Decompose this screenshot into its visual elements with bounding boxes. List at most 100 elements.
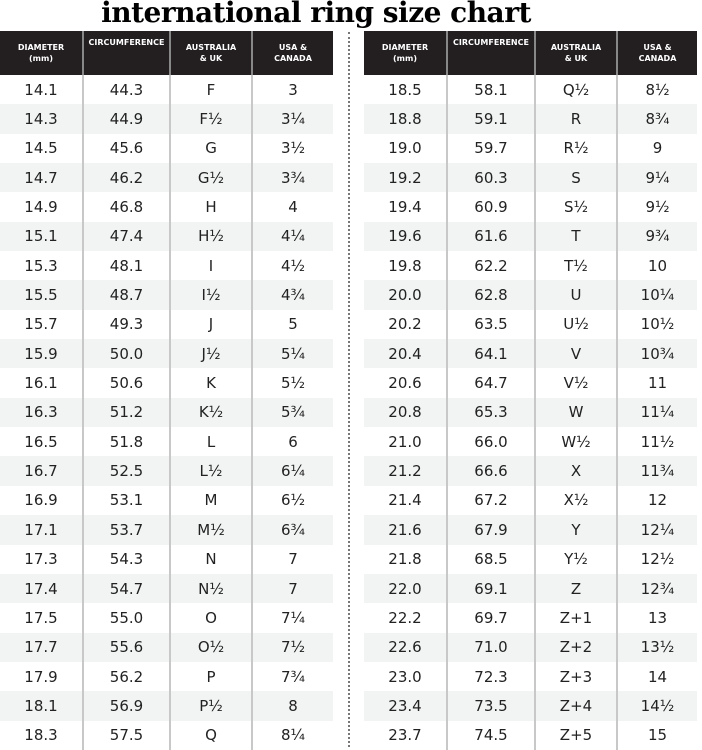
cell-usa-canada: 12¼ — [616, 515, 697, 545]
cell-australia-uk: U — [534, 280, 617, 310]
cell-diameter: 17.3 — [24, 550, 58, 569]
cell-diameter: 20.0 — [364, 280, 447, 310]
table-row: 20.8 65.3 W 11¼ — [364, 397, 697, 428]
cell-circumference: 63.5 — [446, 309, 535, 340]
cell-usa-canada: 10¾ — [616, 339, 697, 369]
cell-circumference: 53.7 — [82, 515, 170, 545]
table-row: 22.2 69.7 Z+1 13 — [364, 603, 697, 633]
cell-diameter: 20.6 — [388, 374, 422, 393]
cell-australia-uk: U½ — [534, 309, 617, 340]
table-row: 22.0 69.1 Z 12¾ — [364, 573, 697, 604]
cell-australia-uk: R — [534, 104, 617, 134]
table-row: 23.0 72.3 Z+3 14 — [364, 661, 697, 692]
cell-diameter: 19.4 — [388, 198, 422, 217]
cell-australia-uk: W — [534, 397, 617, 428]
cell-usa-canada: 3¼ — [251, 104, 333, 134]
cell-australia-uk: V½ — [534, 368, 617, 398]
cell-circumference: 68.5 — [446, 544, 535, 574]
cell-australia-uk: S½ — [534, 192, 617, 222]
cell-diameter: 22.0 — [364, 573, 447, 604]
cell-usa-canada: 4¼ — [251, 221, 333, 252]
table-row: 22.6 71.0 Z+2 13½ — [364, 632, 697, 662]
cell-australia-uk: X — [534, 456, 617, 486]
cell-diameter: 16.3 — [0, 397, 83, 428]
cell-usa-canada: 11½ — [616, 427, 697, 457]
cell-australia-uk: G — [169, 133, 252, 164]
cell-circumference: 49.3 — [82, 309, 170, 340]
cell-diameter: 21.4 — [388, 491, 422, 510]
header-row: DIAMETER (mm) CIRCUMFERENCE AUSTRALIA & UK… — [364, 31, 697, 75]
cell-usa-canada: 14½ — [616, 691, 697, 721]
cell-usa-canada: 9 — [616, 133, 697, 164]
header-australia-uk: AUSTRALIA & UK — [534, 31, 617, 75]
cell-usa-canada: 11¾ — [616, 456, 697, 486]
table-row: 18.1 56.9 P½ 8 — [0, 691, 333, 721]
cell-australia-uk: T½ — [534, 251, 617, 281]
cell-usa-canada: 10¼ — [616, 280, 697, 310]
cell-australia-uk: I½ — [169, 280, 252, 310]
cell-usa-canada: 8¼ — [251, 720, 333, 750]
cell-circumference: 65.3 — [446, 397, 535, 428]
header-circumference: CIRCUMFERENCE — [446, 31, 535, 75]
cell-usa-canada: 8 — [251, 691, 333, 721]
cell-australia-uk: V — [534, 339, 617, 369]
table-row: 20.2 63.5 U½ 10½ — [364, 309, 697, 340]
table-row: 14.7 46.2 G½ 3¾ — [0, 163, 333, 193]
cell-diameter: 15.1 — [0, 221, 83, 252]
cell-circumference: 59.1 — [446, 104, 535, 134]
cell-circumference: 54.3 — [82, 544, 170, 574]
cell-usa-canada: 3½ — [251, 133, 333, 164]
cell-diameter: 19.0 — [388, 139, 422, 158]
cell-circumference: 69.1 — [446, 573, 535, 604]
header-diameter: DIAMETER (mm) — [364, 31, 447, 75]
cell-australia-uk: N — [169, 544, 252, 574]
cell-diameter: 20.4 — [364, 339, 447, 369]
table-row: 16.3 51.2 K½ 5¾ — [0, 397, 333, 428]
cell-circumference: 64.1 — [446, 339, 535, 369]
table-row: 21.0 66.0 W½ 11½ — [364, 427, 697, 457]
table-row: 14.3 44.9 F½ 3¼ — [0, 104, 333, 134]
cell-circumference: 55.6 — [82, 632, 170, 662]
cell-australia-uk: Q½ — [534, 75, 617, 105]
cell-usa-canada: 10 — [616, 251, 697, 281]
cell-diameter: 18.5 — [388, 80, 422, 99]
cell-circumference: 48.1 — [82, 251, 170, 281]
cell-australia-uk: X½ — [534, 485, 617, 516]
table-row: 17.1 53.7 M½ 6¾ — [0, 515, 333, 545]
cell-diameter: 15.7 — [24, 315, 58, 334]
cell-diameter: 23.4 — [364, 691, 447, 721]
cell-circumference: 57.5 — [82, 720, 170, 750]
cell-diameter: 17.4 — [0, 573, 83, 604]
cell-circumference: 50.6 — [82, 368, 170, 398]
cell-circumference: 46.2 — [82, 163, 170, 193]
cell-australia-uk: R½ — [534, 133, 617, 164]
cell-australia-uk: G½ — [169, 163, 252, 193]
ring-size-table-left: DIAMETER (mm) CIRCUMFERENCE AUSTRALIA & UK… — [0, 31, 333, 750]
cell-diameter: 21.0 — [388, 432, 422, 451]
cell-diameter: 14.9 — [24, 198, 58, 217]
cell-australia-uk: H — [169, 192, 252, 222]
table-row: 21.4 67.2 X½ 12 — [364, 485, 697, 516]
table-row: 15.3 48.1 I 4½ — [0, 251, 333, 281]
cell-australia-uk: S — [534, 163, 617, 193]
cell-australia-uk: J — [169, 309, 252, 340]
cell-circumference: 66.0 — [446, 427, 535, 457]
cell-diameter: 17.7 — [0, 632, 83, 662]
table-row: 19.2 60.3 S 9¼ — [364, 163, 697, 193]
cell-australia-uk: F½ — [169, 104, 252, 134]
cell-diameter: 20.2 — [388, 315, 422, 334]
cell-usa-canada: 9¼ — [616, 163, 697, 193]
cell-usa-canada: 10½ — [616, 309, 697, 340]
cell-usa-canada: 13 — [616, 603, 697, 633]
cell-diameter: 19.2 — [364, 163, 447, 193]
cell-usa-canada: 6½ — [251, 485, 333, 516]
cell-usa-canada: 12½ — [616, 544, 697, 574]
cell-circumference: 50.0 — [82, 339, 170, 369]
cell-diameter: 16.7 — [0, 456, 83, 486]
cell-diameter: 23.7 — [388, 726, 422, 745]
cell-circumference: 56.9 — [82, 691, 170, 721]
table-row: 16.9 53.1 M 6½ — [0, 485, 333, 516]
cell-australia-uk: F — [169, 75, 252, 105]
cell-usa-canada: 14 — [616, 661, 697, 692]
cell-usa-canada: 7¾ — [251, 661, 333, 692]
